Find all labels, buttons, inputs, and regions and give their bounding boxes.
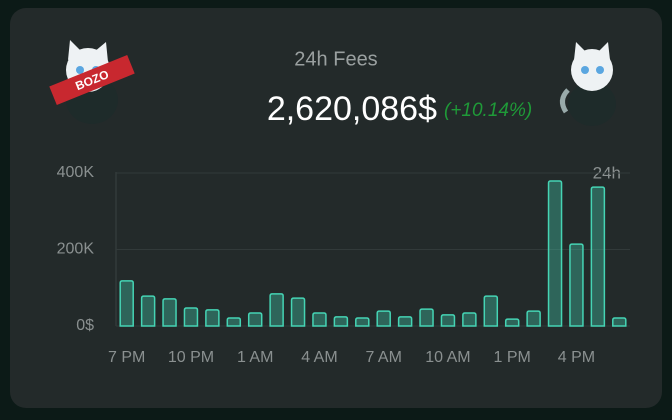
y-tick-label: 400K bbox=[57, 164, 95, 181]
bar bbox=[397, 316, 413, 327]
bar bbox=[290, 297, 306, 327]
left-sticker: BOZO bbox=[49, 40, 135, 124]
bar bbox=[547, 180, 563, 327]
bar bbox=[376, 310, 391, 327]
bar bbox=[483, 295, 499, 327]
bar bbox=[140, 295, 156, 327]
total-fees: 2,620,086$ bbox=[267, 90, 437, 128]
x-tick-label: 1 AM bbox=[237, 349, 273, 366]
card bbox=[10, 8, 662, 408]
bar bbox=[333, 316, 349, 327]
bar bbox=[162, 298, 177, 327]
fees-change: (+10.14%) bbox=[444, 100, 532, 121]
bar bbox=[312, 312, 327, 327]
bar bbox=[462, 312, 477, 327]
bar bbox=[226, 317, 242, 327]
x-tick-label: 4 PM bbox=[558, 349, 595, 366]
widget-title: 24h Fees bbox=[294, 48, 377, 70]
bar bbox=[504, 318, 520, 327]
bar bbox=[440, 314, 456, 327]
bar bbox=[119, 280, 134, 327]
x-tick-label: 10 AM bbox=[425, 349, 470, 366]
bar bbox=[569, 243, 584, 327]
x-tick-label: 7 PM bbox=[108, 349, 145, 366]
bar bbox=[269, 293, 284, 327]
bar bbox=[247, 312, 263, 327]
bar bbox=[526, 310, 541, 327]
bar bbox=[205, 309, 220, 327]
x-tick-label: 10 PM bbox=[168, 349, 214, 366]
bar bbox=[355, 317, 370, 327]
right-sticker bbox=[560, 42, 616, 126]
bar bbox=[612, 317, 627, 327]
x-tick-label: 4 AM bbox=[301, 349, 337, 366]
y-tick-label: 0$ bbox=[76, 317, 94, 334]
y-tick-label: 200K bbox=[57, 241, 95, 258]
bar bbox=[183, 307, 199, 327]
x-tick-label: 1 PM bbox=[494, 349, 531, 366]
bar bbox=[590, 186, 606, 327]
x-tick-label: 7 AM bbox=[365, 349, 401, 366]
bar bbox=[419, 308, 434, 327]
